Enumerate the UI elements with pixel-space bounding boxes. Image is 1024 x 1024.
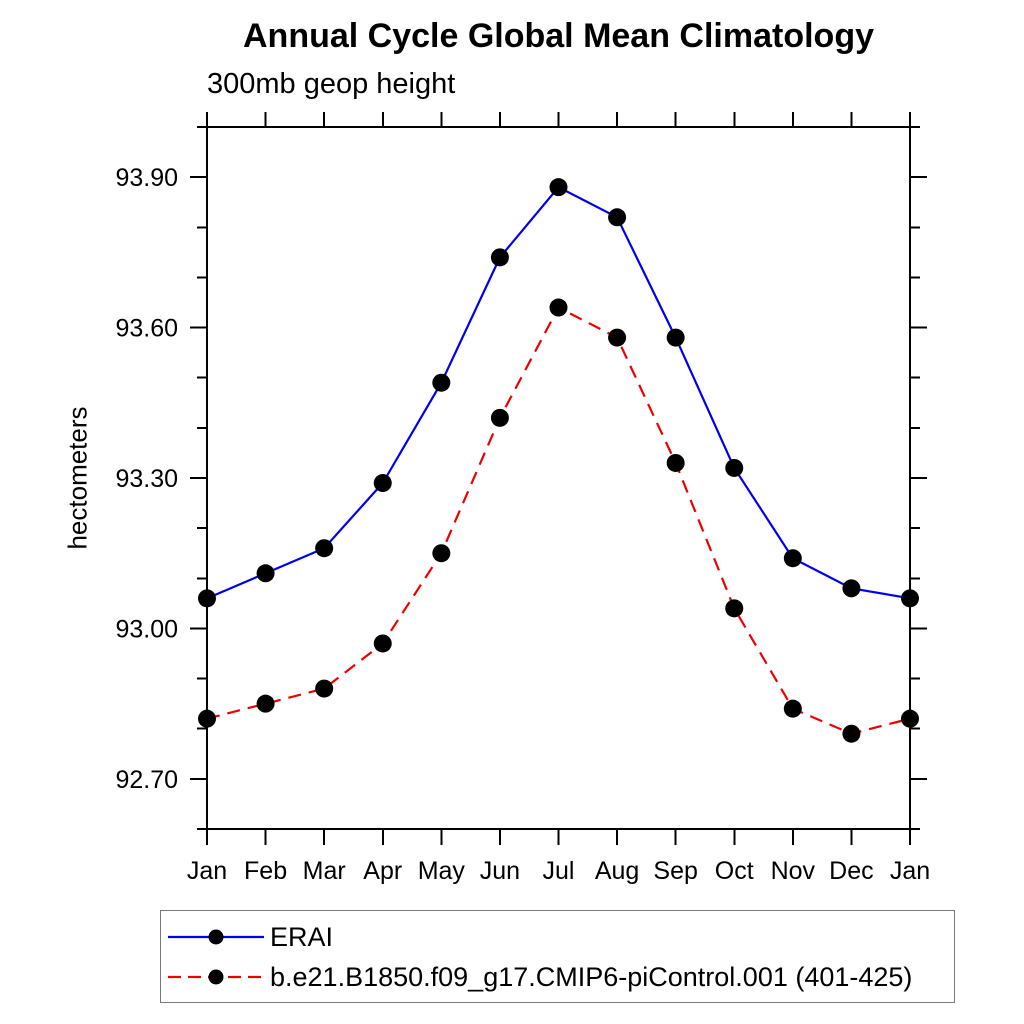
x-tick-label: Oct: [715, 857, 754, 885]
x-tick-label: Nov: [771, 857, 816, 885]
x-tick-label: May: [418, 857, 466, 885]
data-point-marker: [666, 328, 685, 347]
data-point-marker: [256, 694, 275, 713]
x-tick-label: Jan: [890, 857, 930, 885]
data-point-marker: [490, 248, 509, 267]
series-line-0: [206, 185, 911, 600]
plot-area: Jan Feb Mar Apr May Jun Jul Aug Sep Oct Nov Dec Jan 9…: [115, 112, 930, 885]
x-tick-label: Apr: [363, 857, 402, 885]
y-tick-label: 93.90: [115, 164, 178, 192]
data-point-marker: [256, 564, 275, 583]
x-tick-label: Jan: [187, 857, 227, 885]
x-tick-label: Aug: [595, 857, 639, 885]
legend-sample-solid-line: [168, 929, 264, 945]
y-tick-label: 93.00: [115, 615, 178, 643]
x-tick-label: Feb: [244, 857, 287, 885]
chart-subtitle: 300mb geop height: [207, 68, 456, 100]
legend-box: ERAI b.e21.B1850.f09_g17.CMIP6-piControl…: [160, 910, 955, 1003]
data-point-marker: [783, 549, 802, 568]
x-tick-label: Mar: [303, 857, 346, 885]
legend-item-picontrol: b.e21.B1850.f09_g17.CMIP6-piControl.001 …: [165, 957, 912, 997]
chart-title: Annual Cycle Global Mean Climatology: [243, 17, 874, 55]
legend-sample-dashed-line: [168, 969, 264, 985]
plot-frame: [206, 126, 911, 830]
x-tick-label: Dec: [829, 857, 873, 885]
x-tick-label: Sep: [653, 857, 697, 885]
data-point-marker: [608, 208, 627, 227]
x-tick-label: Jul: [543, 857, 575, 885]
data-point-marker: [490, 408, 509, 427]
legend-label: b.e21.B1850.f09_g17.CMIP6-piControl.001 …: [270, 961, 913, 992]
y-tick-label: 93.30: [115, 465, 178, 493]
legend-marker-dot: [208, 929, 224, 945]
data-point-marker: [373, 474, 392, 493]
series-line-1: [206, 306, 911, 735]
data-point-marker: [783, 699, 802, 718]
data-point-marker: [725, 599, 744, 618]
data-point-marker: [432, 544, 451, 563]
data-point-marker: [549, 298, 568, 317]
data-point-marker: [198, 709, 216, 728]
data-point-marker: [315, 679, 334, 698]
legend-label: ERAI: [270, 921, 334, 952]
data-point-marker: [901, 589, 919, 608]
y-tick-label: 93.60: [115, 315, 178, 343]
data-point-marker: [432, 373, 451, 392]
data-point-marker: [725, 458, 744, 477]
data-point-marker: [198, 589, 216, 608]
data-point-marker: [373, 634, 392, 653]
legend-marker-dot: [208, 969, 224, 985]
data-point-marker: [608, 328, 627, 347]
y-tick-label: 92.70: [115, 766, 178, 794]
data-point-marker: [666, 453, 685, 472]
x-tick-label: Jun: [480, 857, 520, 885]
data-point-marker: [842, 724, 861, 743]
legend-item-erai: ERAI: [165, 917, 333, 957]
data-point-marker: [315, 539, 334, 558]
data-point-marker: [549, 178, 568, 197]
data-point-marker: [842, 579, 861, 598]
data-point-marker: [901, 709, 919, 728]
